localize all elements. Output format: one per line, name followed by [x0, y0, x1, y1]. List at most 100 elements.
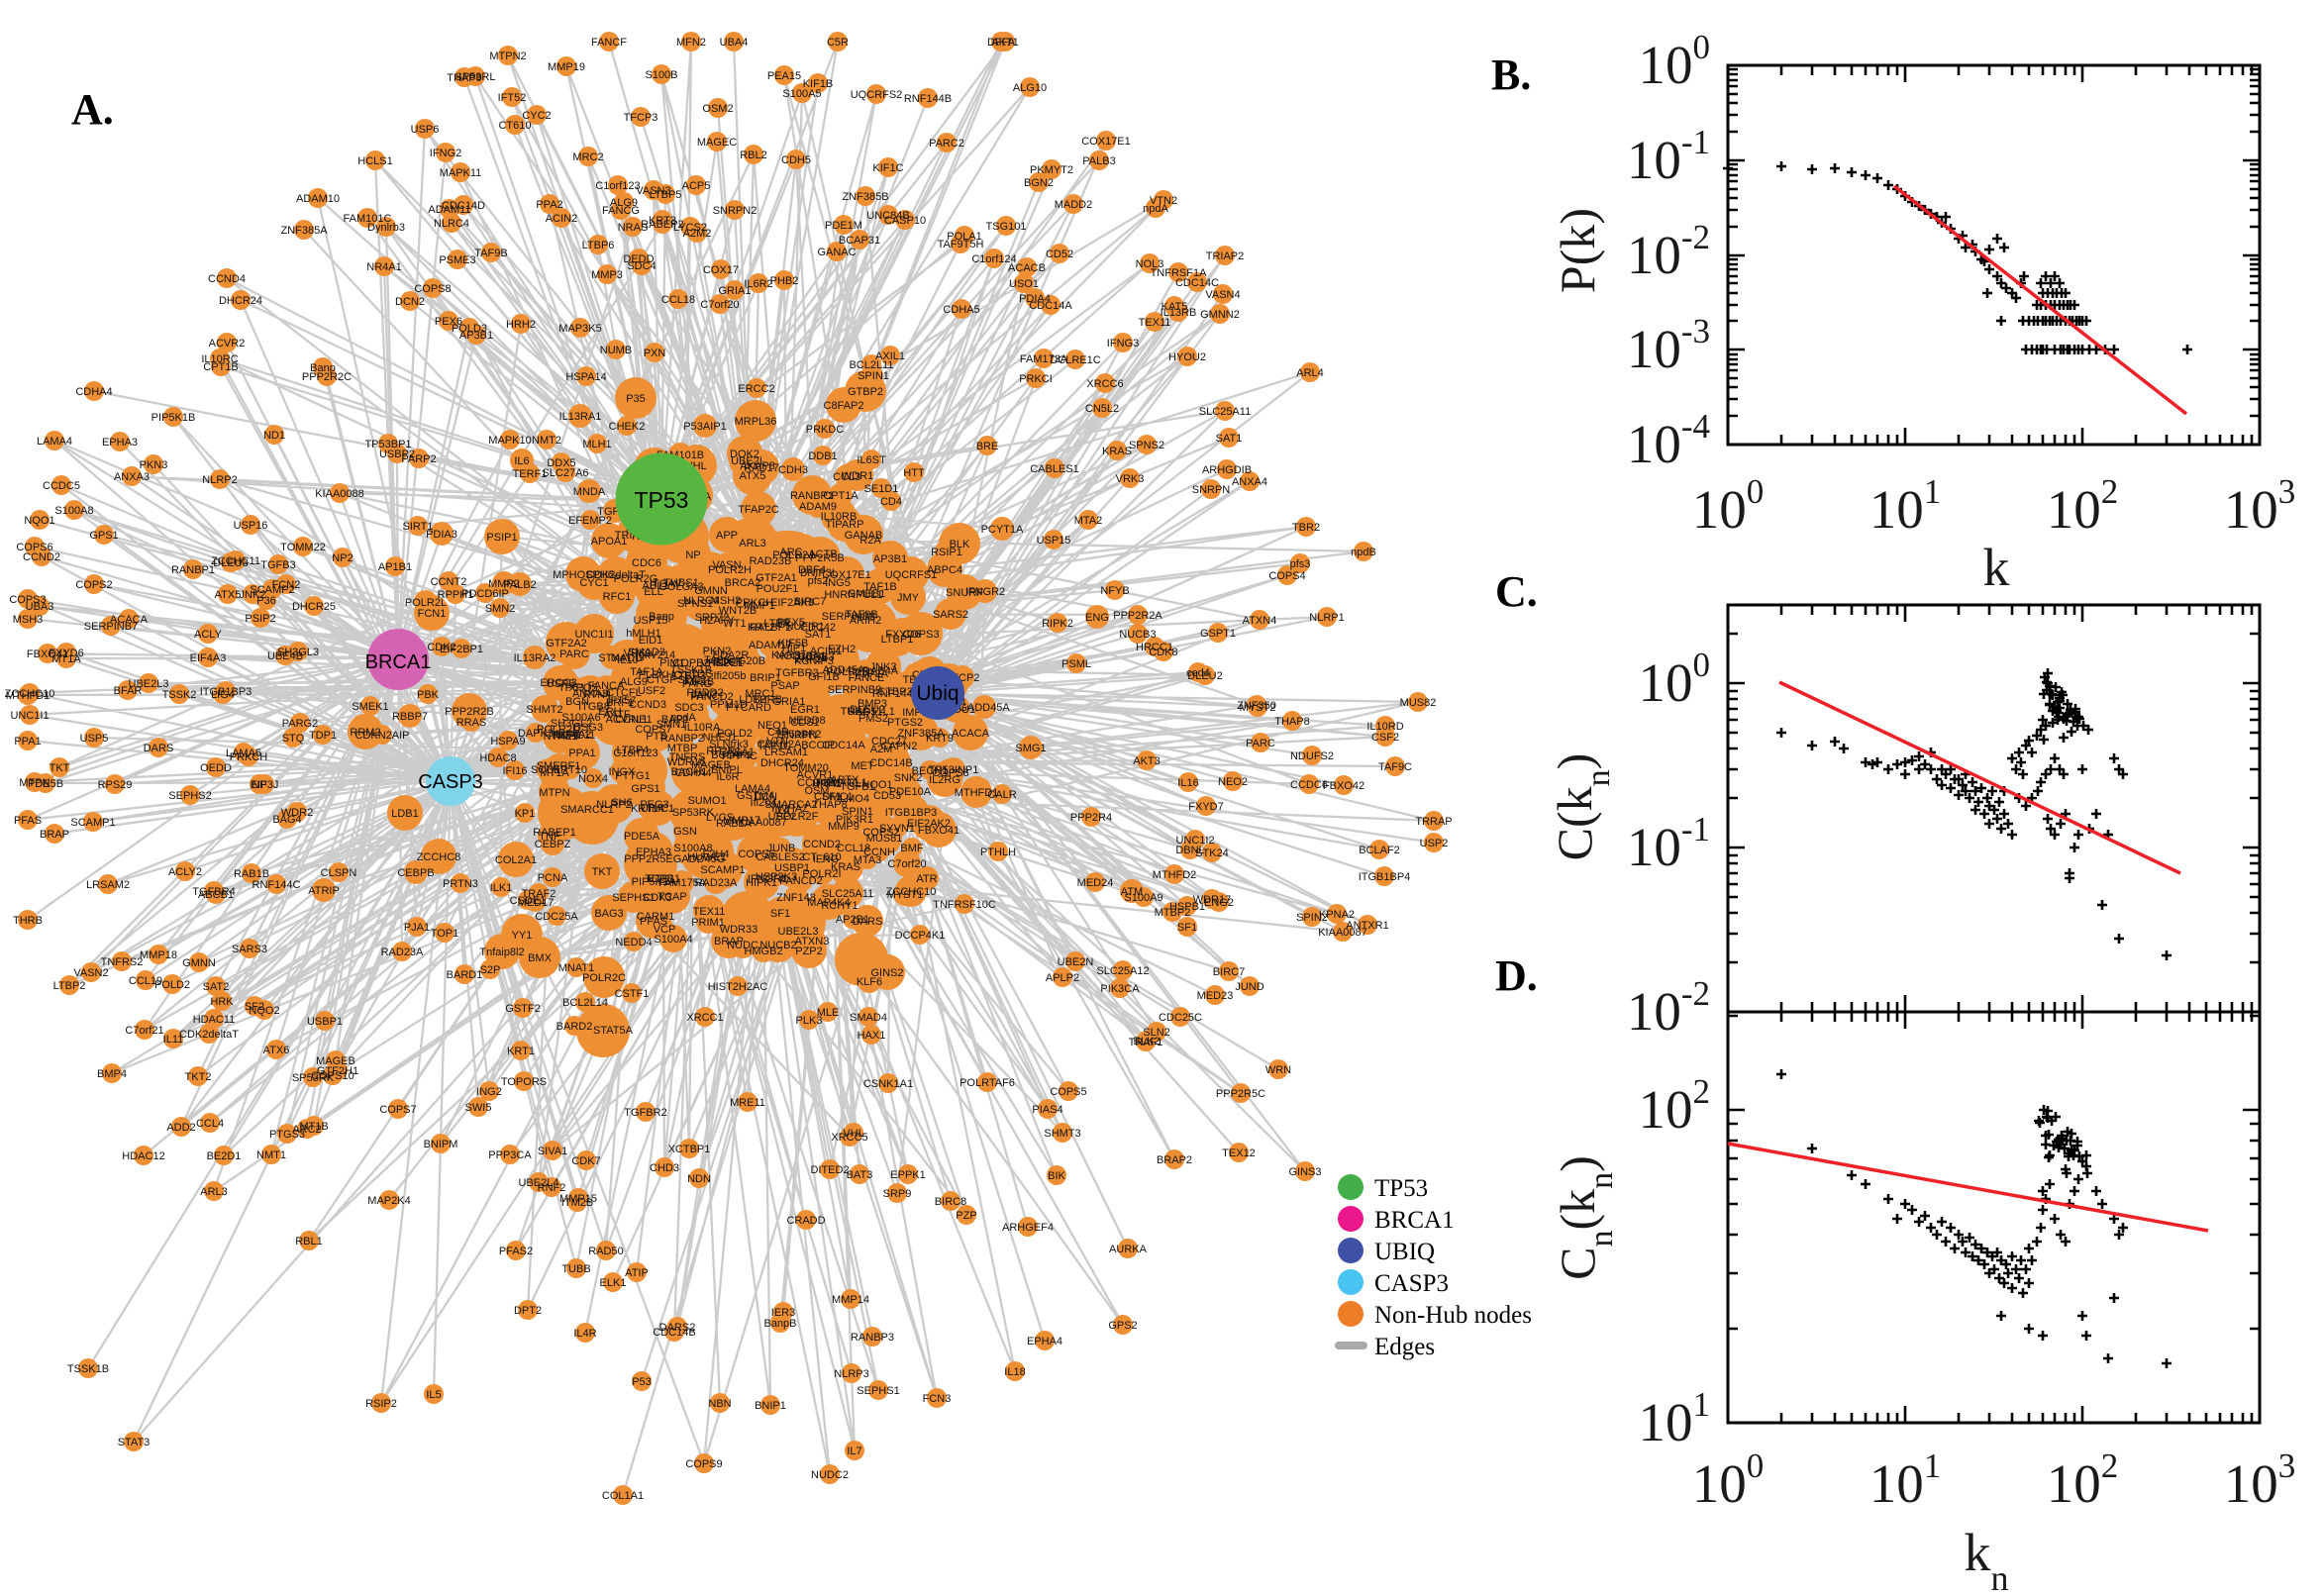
- svg-text:NEO1: NEO1: [758, 720, 787, 732]
- svg-text:PIM1: PIM1: [659, 657, 685, 669]
- svg-text:MRC1: MRC1: [745, 688, 775, 700]
- svg-text:MUS81: MUS81: [866, 833, 903, 845]
- svg-text:DOK2: DOK2: [730, 449, 759, 460]
- svg-text:PRKDC: PRKDC: [806, 424, 845, 436]
- svg-text:SLN2: SLN2: [1143, 1027, 1170, 1039]
- svg-text:BRIP1: BRIP1: [750, 672, 781, 684]
- svg-text:RAD23B: RAD23B: [750, 555, 792, 567]
- svg-text:KIAA0087: KIAA0087: [1318, 927, 1367, 939]
- svg-text:EFEMP2: EFEMP2: [568, 515, 612, 527]
- svg-text:RAD23A: RAD23A: [381, 947, 424, 958]
- svg-text:NDN: NDN: [687, 1173, 711, 1185]
- svg-text:FBXO41: FBXO41: [918, 825, 960, 837]
- svg-text:UBA1: UBA1: [798, 650, 827, 662]
- svg-text:PPP2R5E: PPP2R5E: [624, 853, 673, 865]
- svg-text:GPS2: GPS2: [1108, 1320, 1137, 1332]
- svg-text:IFNG2: IFNG2: [430, 148, 461, 159]
- svg-text:PIAS4: PIAS4: [1032, 1104, 1062, 1116]
- svg-text:PRTN3: PRTN3: [443, 878, 478, 890]
- svg-text:NEDD8: NEDD8: [788, 715, 825, 727]
- svg-text:WDR17: WDR17: [1193, 894, 1232, 906]
- svg-text:LRSAM1: LRSAM1: [764, 747, 808, 758]
- svg-text:SHMT3: SHMT3: [1044, 1128, 1080, 1140]
- svg-text:CABLES2: CABLES2: [756, 851, 805, 863]
- svg-text:RFC1: RFC1: [603, 591, 632, 603]
- svg-text:PPA1: PPA1: [14, 736, 41, 748]
- svg-text:SPIN1: SPIN1: [858, 370, 889, 382]
- svg-text:ZCCHC10: ZCCHC10: [886, 886, 937, 898]
- svg-text:TP63: TP63: [558, 682, 584, 694]
- svg-text:CDC14B: CDC14B: [653, 1327, 695, 1339]
- svg-text:AATF: AATF: [603, 709, 631, 721]
- svg-text:NQO2: NQO2: [249, 1005, 279, 1017]
- svg-text:ZNF350: ZNF350: [1237, 700, 1276, 712]
- svg-text:MMP2: MMP2: [488, 578, 520, 590]
- svg-text:COPS8: COPS8: [414, 283, 451, 295]
- svg-text:SRP9: SRP9: [883, 1188, 912, 1200]
- svg-text:THRB: THRB: [753, 694, 782, 706]
- svg-text:COPS4: COPS4: [1268, 570, 1305, 582]
- svg-text:AKAP8: AKAP8: [740, 460, 774, 472]
- svg-text:SWI5: SWI5: [465, 1102, 492, 1114]
- svg-text:STK24: STK24: [1195, 848, 1229, 859]
- svg-text:S100B: S100B: [645, 69, 677, 81]
- svg-text:PEG3: PEG3: [640, 799, 668, 811]
- svg-text:TOP2A: TOP2A: [853, 668, 889, 680]
- svg-text:STAT5A: STAT5A: [593, 1025, 634, 1037]
- svg-text:WDR1: WDR1: [842, 470, 873, 482]
- svg-text:LTBP2: LTBP2: [53, 980, 86, 992]
- svg-text:BCAP31: BCAP31: [839, 235, 880, 247]
- svg-text:OSM2: OSM2: [702, 103, 733, 115]
- svg-text:LDB1: LDB1: [391, 808, 419, 820]
- svg-text:CDKN2A: CDKN2A: [758, 739, 802, 750]
- svg-text:CCNE1: CCNE1: [615, 714, 652, 726]
- svg-text:ACVRL1: ACVRL1: [606, 714, 649, 726]
- svg-text:FCN3: FCN3: [923, 1393, 952, 1405]
- svg-text:PDCD6IP: PDCD6IP: [461, 588, 509, 600]
- svg-text:ALG9: ALG9: [620, 676, 648, 688]
- svg-text:NUCB3: NUCB3: [1119, 629, 1156, 641]
- svg-text:ITGB1BP4: ITGB1BP4: [1359, 871, 1411, 883]
- svg-text:BARD2: BARD2: [556, 1021, 593, 1033]
- svg-text:DCLRE1C: DCLRE1C: [1050, 354, 1100, 366]
- svg-text:LTBP6: LTBP6: [582, 240, 615, 251]
- svg-text:BRCA2: BRCA2: [725, 577, 761, 589]
- svg-text:RAD51L1: RAD51L1: [848, 706, 895, 718]
- svg-text:CCND3: CCND3: [629, 699, 666, 711]
- svg-text:IFNGR2: IFNGR2: [965, 586, 1005, 598]
- svg-text:BRAP2: BRAP2: [1157, 1154, 1192, 1166]
- svg-text:CABLES1: CABLES1: [1030, 463, 1079, 475]
- svg-text:SAT2: SAT2: [203, 981, 230, 993]
- svg-text:ENG2: ENG2: [1204, 897, 1234, 909]
- svg-text:JAK3: JAK3: [691, 689, 717, 701]
- svg-text:FANCF: FANCF: [591, 37, 627, 49]
- svg-text:DCN: DCN: [754, 791, 777, 803]
- svg-text:SOD1: SOD1: [531, 764, 560, 776]
- svg-text:IL18: IL18: [1004, 1366, 1025, 1378]
- svg-text:SIVA1: SIVA1: [538, 1146, 567, 1157]
- svg-text:FANCD2: FANCD2: [779, 875, 822, 887]
- svg-text:PPP2R5C: PPP2R5C: [1216, 1088, 1265, 1100]
- svg-text:SLC25A11: SLC25A11: [1199, 406, 1251, 418]
- svg-text:TP53BP2: TP53BP2: [774, 729, 821, 741]
- svg-text:BLK2: BLK2: [1134, 1036, 1161, 1047]
- svg-text:GADD45A: GADD45A: [959, 702, 1010, 714]
- svg-text:CDK3: CDK3: [643, 892, 671, 904]
- svg-text:CCND2: CCND2: [23, 551, 60, 563]
- svg-text:ADAM17: ADAM17: [749, 640, 792, 651]
- svg-text:UBA3: UBA3: [26, 601, 54, 613]
- svg-text:ILK1: ILK1: [490, 882, 513, 894]
- svg-text:EIF3J: EIF3J: [251, 779, 279, 791]
- svg-text:HRH1: HRH1: [812, 778, 842, 790]
- svg-text:UBA4: UBA4: [720, 37, 749, 49]
- svg-text:ATXN3: ATXN3: [795, 936, 830, 948]
- svg-text:SP53RK: SP53RK: [292, 1072, 335, 1084]
- svg-text:PZP2: PZP2: [795, 946, 823, 957]
- svg-text:FXYD7: FXYD7: [1188, 801, 1223, 813]
- svg-text:RBL2: RBL2: [740, 150, 767, 161]
- svg-text:KIAA0087: KIAA0087: [738, 817, 787, 829]
- svg-text:BRF1: BRF1: [606, 697, 634, 709]
- svg-text:FBXO41: FBXO41: [27, 648, 68, 660]
- svg-text:PTGS2: PTGS2: [887, 717, 923, 729]
- svg-text:MAP3K5: MAP3K5: [558, 323, 601, 335]
